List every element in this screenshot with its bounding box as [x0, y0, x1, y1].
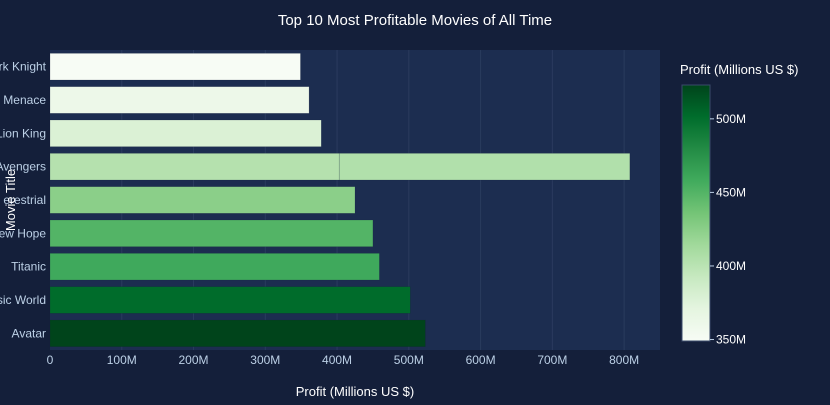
x-tick-label: 400M: [322, 353, 352, 367]
colorbar-title: Profit (Millions US $): [680, 62, 798, 77]
y-tick-label: ew Hope: [0, 226, 46, 240]
bar: [49, 219, 374, 247]
colorbar-ticks: 350M 400M 450M 500M: [710, 112, 746, 347]
x-axis-label: Profit (Millions US $): [296, 384, 414, 399]
x-tick-label: 0: [47, 353, 54, 367]
x-tick-label: 300M: [250, 353, 280, 367]
y-tick-label: sic World: [0, 293, 46, 307]
bar: [49, 253, 380, 281]
bar: [338, 153, 631, 181]
colorbar-tick-label: 500M: [716, 112, 746, 126]
y-tick-label: Lion King: [0, 126, 46, 140]
chart-title: Top 10 Most Profitable Movies of All Tim…: [278, 12, 552, 29]
y-tick-label: erestrial: [3, 193, 46, 207]
bar: [49, 86, 310, 114]
x-tick-label: 500M: [394, 353, 424, 367]
x-tick-label: 800M: [609, 353, 639, 367]
bar: [49, 186, 356, 214]
bar: [49, 319, 426, 347]
y-tick-label: Menace: [3, 93, 46, 107]
x-axis-ticks: 0 100M 200M 300M 400M 500M 600M 700M 800M: [47, 353, 639, 367]
x-tick-label: 100M: [107, 353, 137, 367]
colorbar-tick-label: 400M: [716, 259, 746, 273]
colorbar: [681, 84, 711, 342]
colorbar-tick-label: 350M: [716, 333, 746, 347]
y-tick-label: rk Knight: [0, 60, 47, 74]
y-tick-label: Titanic: [11, 260, 46, 274]
y-axis-ticks: Avatar sic World Titanic ew Hope erestrial Av…: [0, 60, 47, 341]
y-tick-label: Avatar: [12, 326, 46, 340]
bar: [49, 153, 340, 181]
x-tick-label: 200M: [179, 353, 209, 367]
bar: [49, 119, 322, 147]
x-tick-label: 700M: [537, 353, 567, 367]
y-axis-label: Movie Title: [3, 169, 18, 231]
bar: [49, 53, 301, 81]
colorbar-tick-label: 450M: [716, 185, 746, 199]
x-tick-label: 600M: [466, 353, 496, 367]
bar: [49, 286, 411, 314]
y-tick-label: Avengers: [0, 160, 46, 174]
bars: [49, 53, 631, 347]
